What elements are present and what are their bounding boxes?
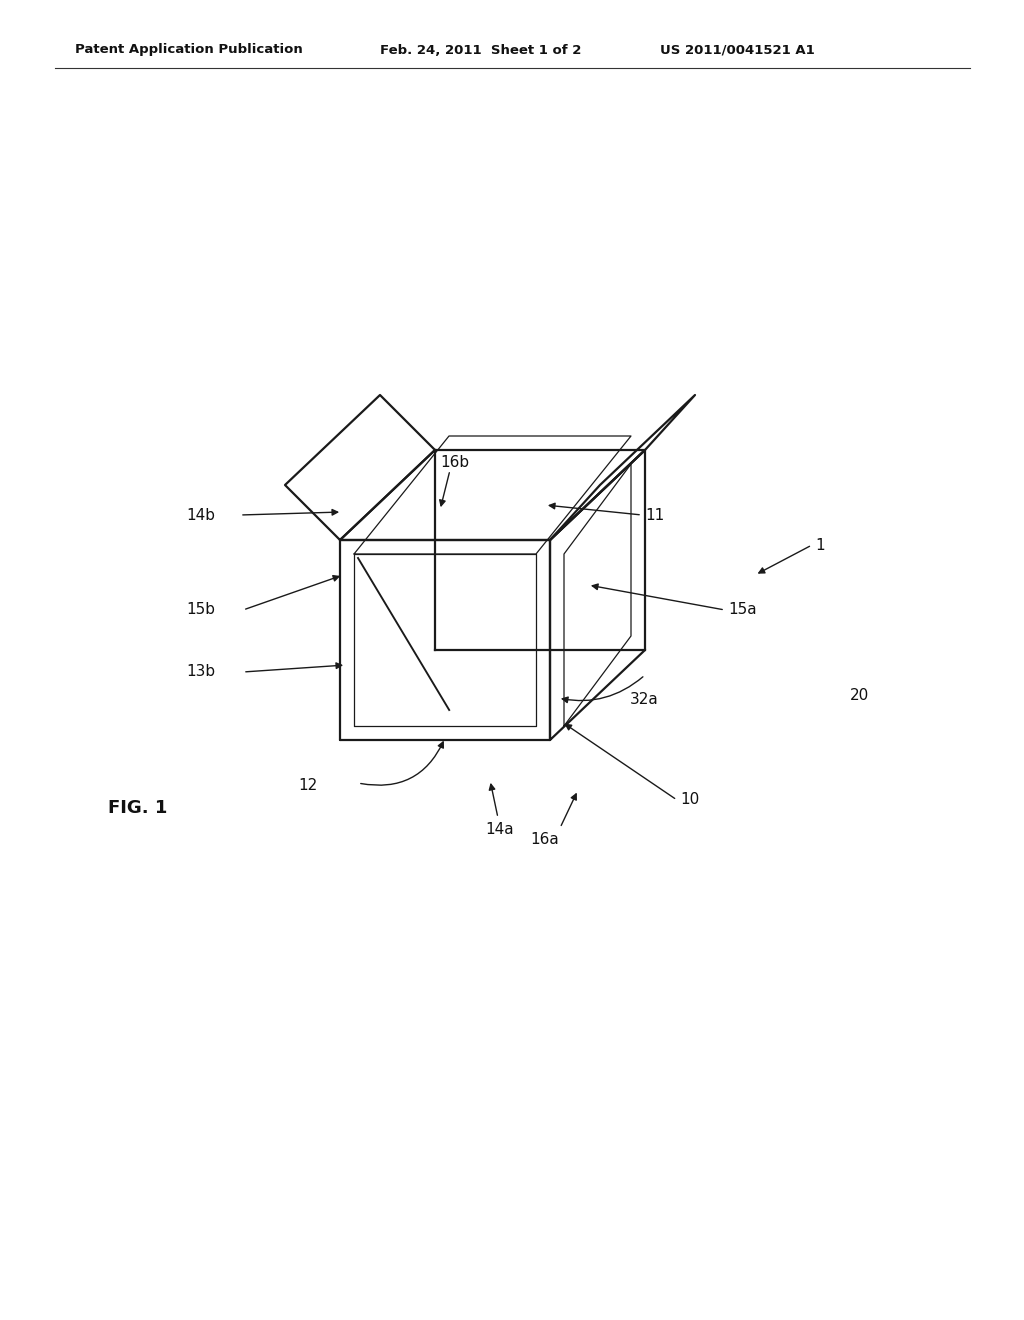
- Text: FIG. 1: FIG. 1: [108, 799, 167, 817]
- Text: 15a: 15a: [728, 602, 757, 618]
- Text: 1: 1: [815, 537, 824, 553]
- Text: 12: 12: [299, 777, 318, 792]
- Text: 20: 20: [850, 688, 869, 702]
- Text: 16a: 16a: [530, 832, 559, 847]
- Text: 10: 10: [680, 792, 699, 808]
- Text: US 2011/0041521 A1: US 2011/0041521 A1: [660, 44, 815, 57]
- Text: 15b: 15b: [186, 602, 215, 618]
- Text: 16b: 16b: [440, 455, 470, 470]
- Text: 11: 11: [645, 507, 665, 523]
- Text: 14b: 14b: [186, 507, 215, 523]
- Text: 14a: 14a: [485, 822, 514, 837]
- Text: 32a: 32a: [630, 692, 658, 708]
- Text: Patent Application Publication: Patent Application Publication: [75, 44, 303, 57]
- Text: 13b: 13b: [186, 664, 215, 680]
- Text: Feb. 24, 2011  Sheet 1 of 2: Feb. 24, 2011 Sheet 1 of 2: [380, 44, 582, 57]
